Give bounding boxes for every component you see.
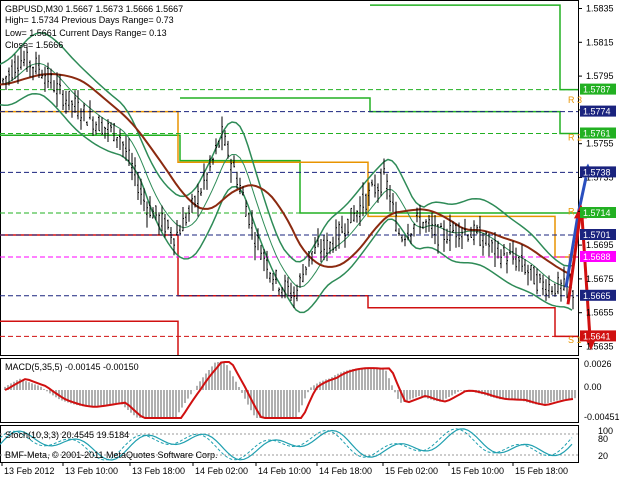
price-badge-label: 1.5738: [583, 167, 611, 177]
macd-label: MACD(5,35,5) -0.00145 -0.00150: [5, 362, 139, 372]
time-tick-label: 15 Feb 18:00: [515, 466, 568, 476]
price-badge: [580, 229, 616, 240]
price-badge-label: 1.5774: [583, 107, 611, 117]
macd-tick-label: -0.00451: [584, 412, 620, 422]
price-badge-label: 1.5701: [583, 230, 611, 240]
r3-level: [370, 4, 578, 91]
macd-tick-label: 0.00: [584, 382, 602, 392]
time-tick-label: 14 Feb 02:00: [195, 466, 248, 476]
price-tick-label: 1.5655: [586, 308, 614, 318]
lower-band: [0, 92, 573, 314]
macd-panel: [4, 361, 576, 419]
time-tick-label: 15 Feb 10:00: [451, 466, 504, 476]
price-badge: [580, 251, 616, 262]
header-symbol-line: GBPUSD,M30 1.5667 1.5673 1.5666 1.5667: [5, 4, 184, 14]
price-tick-label: 1.5795: [586, 71, 614, 81]
pivot-label-2: R 1: [568, 207, 582, 217]
s1-level: [0, 234, 578, 338]
r1-level: [0, 134, 578, 214]
time-tick-label: 14 Feb 18:00: [319, 466, 372, 476]
price-badge: [580, 289, 616, 301]
middle-band: [0, 62, 573, 289]
price-badge-label: 1.5714: [583, 208, 611, 218]
price-badge: [580, 83, 616, 95]
upper-band: [0, 31, 573, 267]
price-badge-label: 1.5665: [583, 291, 611, 301]
price-badge-label: 1.5787: [583, 85, 611, 95]
price-badge-label: 1.5761: [583, 129, 611, 139]
price-badge: [580, 330, 616, 342]
stoch-label: Stoch(10,3,3) 20.4545 19.5184: [5, 430, 130, 440]
header-high-line: High= 1.5734 Previous Days Range= 0.73: [5, 15, 174, 25]
up-arrow-red: [566, 216, 582, 305]
time-tick-label: 13 Feb 2012: [4, 466, 55, 476]
price-axis: 1.58351.58151.57951.57751.57551.57351.57…: [578, 4, 620, 461]
pivot-label-4: S 1: [568, 335, 582, 345]
main-panel-frame: [0, 0, 579, 356]
header-close-line: Close= 1.5666: [5, 40, 64, 50]
price-badge: [580, 166, 616, 178]
time-tick-label: 13 Feb 10:00: [65, 466, 118, 476]
price-tick-label: 1.5675: [586, 274, 614, 284]
macd-panel-frame: [0, 358, 579, 423]
macd-signal-line: [4, 361, 574, 419]
stoch-panel: [0, 428, 578, 461]
macd-tick-label: 0.0026: [584, 359, 612, 369]
price-badge: [580, 207, 616, 218]
price-badge-label: 1.5688: [583, 252, 611, 262]
stoch-tick-label: 100: [598, 426, 613, 436]
copyright-text: BMF-Meta, © 2001-2011 MetaQuotes Softwar…: [5, 450, 218, 460]
time-tick-label: 15 Feb 02:00: [385, 466, 438, 476]
bollinger-bands: [0, 31, 573, 314]
price-tick-label: 1.5815: [586, 37, 614, 47]
time-axis: 13 Feb 2012 13 Feb 10:00 13 Feb 18:00 14 Fe…: [1, 462, 568, 476]
pivot-levels: R 3R 2R 1PS 1: [0, 4, 582, 355]
price-badge: [580, 105, 616, 117]
stoch-tick-label: 20: [598, 451, 608, 461]
price-badge: [580, 127, 616, 139]
price-tick-label: 1.5755: [586, 139, 614, 149]
s2-level: [0, 320, 179, 355]
time-tick-label: 13 Feb 18:00: [132, 466, 185, 476]
pivot-label-1: R 2: [568, 132, 582, 142]
r2-level: [180, 97, 578, 135]
price-tick-label: 1.5735: [586, 173, 614, 183]
price-badge-label: 1.5641: [583, 331, 611, 341]
stoch-main-line: [0, 428, 573, 461]
price-bars: [2, 46, 574, 310]
stoch-signal-line: [0, 428, 573, 461]
price-tick-label: 1.5695: [586, 240, 614, 250]
pivot-label-0: R 3: [568, 95, 582, 105]
stoch-tick-label: 80: [598, 434, 608, 444]
pivot-level: [0, 110, 578, 258]
price-tick-label: 1.5835: [586, 4, 614, 14]
price-tick-label: 1.5635: [586, 342, 614, 352]
time-tick-label: 14 Feb 10:00: [258, 466, 311, 476]
header-low-line: Low= 1.5661 Current Days Range= 0.13: [5, 28, 167, 38]
